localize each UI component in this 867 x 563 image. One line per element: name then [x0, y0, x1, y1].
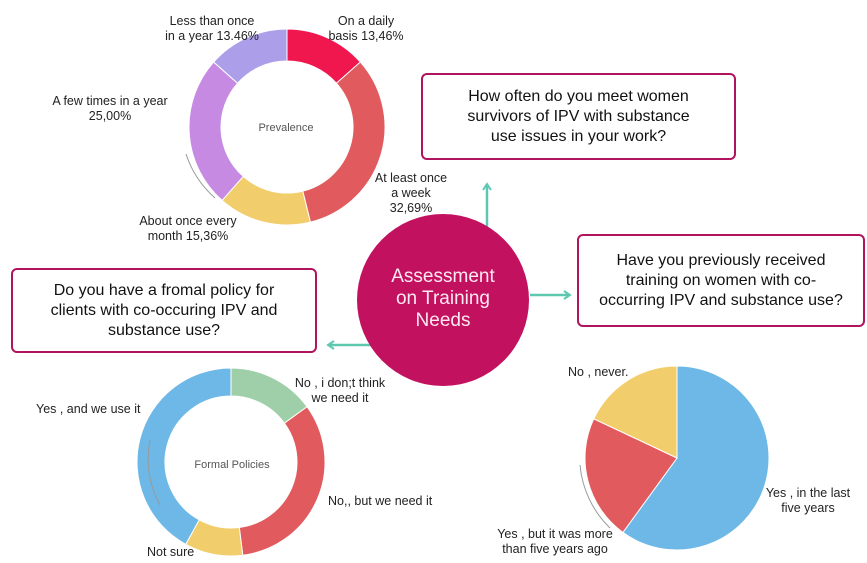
- training-label-last-five-line1: Yes , in the last: [765, 486, 851, 500]
- prevalence-label-less-than-yearly-line1: Less than once: [169, 14, 255, 28]
- center-title-line3: Needs: [415, 310, 471, 331]
- training-label-more-than-five: Yes , but it was more than five years ag…: [480, 527, 630, 557]
- center-title: Assessment on Training Needs: [357, 266, 529, 332]
- prevalence-label-weekly-line3: 32,69%: [389, 201, 433, 215]
- prevalence-label-daily-line1: On a daily: [337, 14, 395, 28]
- prevalence-center-label: Prevalence: [258, 122, 314, 134]
- prevalence-slice-4: [212, 28, 288, 84]
- prevalence-label-monthly: About once every month 15,36%: [128, 214, 248, 244]
- prevalence-donut-chart: [188, 28, 386, 226]
- prevalence-label-monthly-line2: month 15,36%: [147, 229, 229, 243]
- question-frequency-line2: survivors of IPV with substance: [467, 107, 690, 125]
- prevalence-label-daily: On a daily basis 13,46%: [316, 14, 416, 44]
- question-policy-line1: Do you have a fromal policy for: [53, 281, 275, 299]
- training-shadow-arc: [579, 464, 611, 529]
- training-label-more-than-five-line2: than five years ago: [502, 542, 608, 556]
- policies-label-no-dont-need-line1: No , i don;t think: [294, 376, 386, 390]
- training-label-more-than-five-line1: Yes , but it was more: [497, 527, 613, 541]
- question-frequency-line1: How often do you meet women: [468, 87, 689, 105]
- formal-policies-donut-chart: [136, 367, 326, 557]
- policies-center-label: Formal Policies: [194, 459, 270, 471]
- question-box-policy: Do you have a fromal policy for clients …: [11, 268, 317, 353]
- prevalence-label-few-times-line1: A few times in a year: [52, 94, 168, 108]
- question-training-line2: training on women with co-: [625, 271, 817, 289]
- training-label-last-five: Yes , in the last five years: [758, 486, 858, 516]
- policies-label-no-dont-need: No , i don;t think we need it: [280, 376, 400, 406]
- training-pie-chart: [584, 365, 770, 551]
- prevalence-label-few-times: A few times in a year 25,00%: [40, 94, 180, 124]
- prevalence-label-monthly-line1: About once every: [139, 214, 237, 228]
- policies-label-yes-use: Yes , and we use it: [36, 402, 141, 416]
- question-frequency-line3: use issues in your work?: [490, 127, 667, 145]
- question-box-frequency: How often do you meet women survivors of…: [421, 73, 736, 160]
- training-label-last-five-line2: five years: [781, 501, 835, 515]
- prevalence-label-weekly: At least once a week 32,69%: [366, 171, 456, 216]
- prevalence-label-less-than-yearly-line2: in a year 13.46%: [165, 29, 259, 43]
- policies-shadow-arc: [147, 439, 161, 506]
- prevalence-label-daily-line2: basis 13,46%: [328, 29, 404, 43]
- training-slice-0: [622, 365, 770, 551]
- prevalence-label-weekly-line2: a week: [391, 186, 431, 200]
- question-policy-line2: clients with co-occuring IPV and: [50, 301, 278, 319]
- question-box-training: Have you previously received training on…: [577, 234, 865, 327]
- policies-slice-3: [136, 367, 232, 546]
- training-label-never: No , never.: [568, 365, 629, 379]
- question-training-line3: occurring IPV and substance use?: [599, 291, 843, 309]
- prevalence-label-less-than-yearly: Less than once in a year 13.46%: [152, 14, 272, 44]
- training-slice-2: [593, 365, 678, 459]
- prevalence-shadow-arc: [185, 153, 216, 199]
- center-title-line1: Assessment: [391, 266, 495, 287]
- question-policy-line3: substance use?: [107, 321, 221, 339]
- prevalence-label-few-times-line2: 25,00%: [88, 109, 132, 123]
- center-circle: [357, 214, 529, 386]
- prevalence-label-weekly-line1: At least once: [374, 171, 448, 185]
- policies-slice-1: [238, 406, 326, 556]
- policies-label-no-dont-need-line2: we need it: [311, 391, 369, 405]
- policies-label-no-but-need: No,, but we need it: [328, 494, 433, 508]
- center-title-line2: on Training: [395, 288, 490, 309]
- policies-label-not-sure: Not sure: [147, 545, 195, 559]
- question-training-line1: Have you previously received: [616, 251, 826, 269]
